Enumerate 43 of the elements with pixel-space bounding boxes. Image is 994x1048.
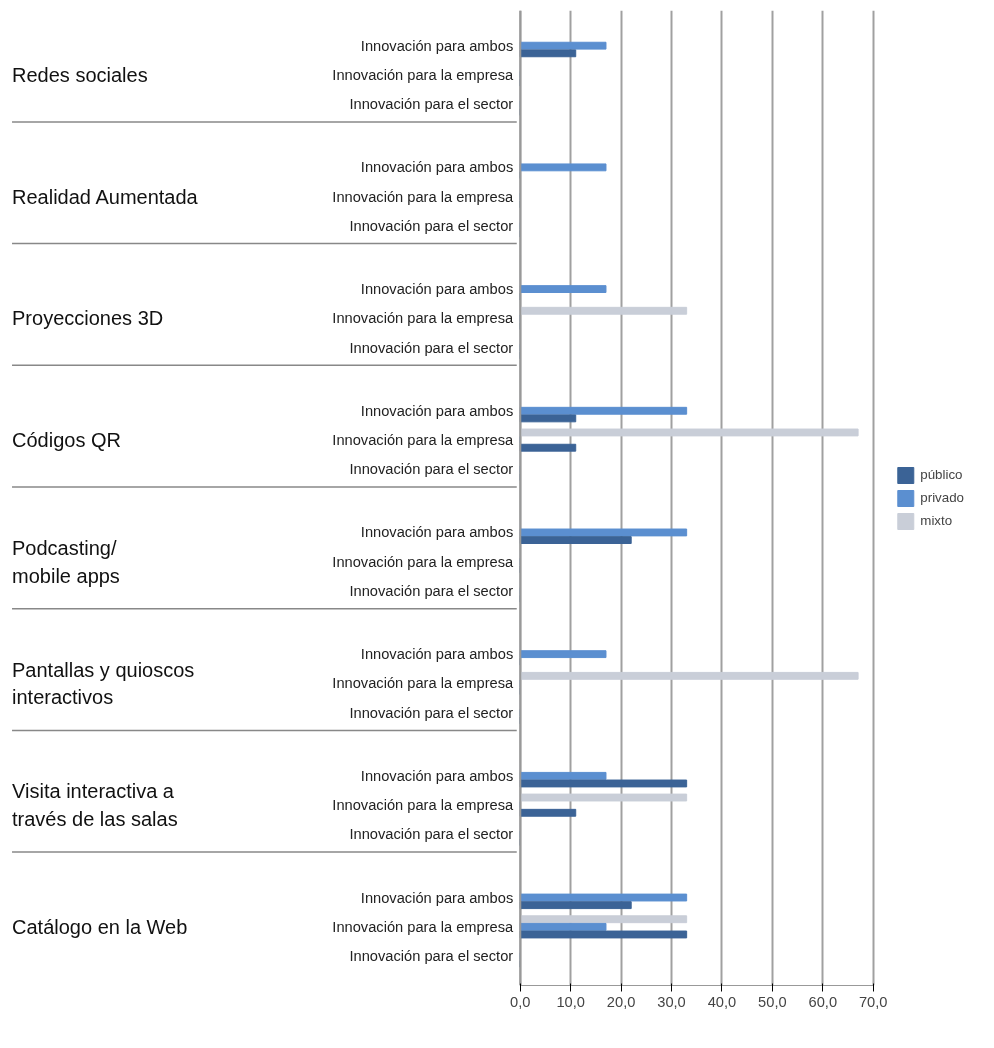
text: Podcasting/ mobile apps xyxy=(12,537,120,587)
y-tick-label: Innovación para el sector xyxy=(349,96,514,113)
text: Visita interactiva a través de las salas xyxy=(12,780,178,830)
x-tick-label: 50,0 xyxy=(758,993,787,1010)
x-tick-label: 0,0 xyxy=(510,993,531,1010)
legend-label: mixto xyxy=(920,513,953,528)
y-tick-label: Innovación para la empresa xyxy=(332,797,515,814)
y-tick-label: Innovación para ambos xyxy=(360,524,514,541)
legend-label: público xyxy=(920,467,963,482)
text: Proyecciones 3D xyxy=(12,307,164,330)
x-tick-label: 40,0 xyxy=(707,993,737,1010)
x-tick-label: 20,0 xyxy=(606,993,636,1010)
x-tick-label: 70,0 xyxy=(858,993,888,1010)
text: Pantallas y quioscos interactivos xyxy=(12,658,195,709)
y-tick-label: Innovación para la empresa xyxy=(332,67,515,84)
y-tick-label: Innovación para la empresa xyxy=(332,675,515,692)
x-tick-label: 60,0 xyxy=(808,993,838,1010)
y-tick-label: Innovación para el sector xyxy=(349,218,514,235)
y-tick-label: Innovación para el sector xyxy=(349,704,514,721)
x-tick-label: 10,0 xyxy=(556,993,585,1010)
y-tick-label: Innovación para ambos xyxy=(360,281,514,298)
y-tick-label: Innovación para ambos xyxy=(360,889,514,906)
y-tick-label: Innovación para la empresa xyxy=(332,432,515,449)
legend-label: privado xyxy=(920,490,964,505)
text: Redes sociales xyxy=(12,64,148,87)
y-tick-label: Innovación para la empresa xyxy=(332,553,515,570)
y-tick-label: Innovación para la empresa xyxy=(332,918,515,935)
text: Códigos QR xyxy=(12,429,121,452)
y-tick-label: Innovación para ambos xyxy=(360,767,514,784)
x-tick-label: 30,0 xyxy=(657,993,686,1010)
y-tick-label: Innovación para el sector xyxy=(349,583,514,600)
y-tick-label: Innovación para ambos xyxy=(360,159,514,176)
y-tick-label: Innovación para la empresa xyxy=(332,310,515,327)
text: Catálogo en la Web xyxy=(12,915,188,938)
y-tick-label: Innovación para el sector xyxy=(349,339,514,356)
y-tick-label: Innovación para el sector xyxy=(349,948,514,965)
y-tick-label: Innovación para ambos xyxy=(360,37,514,54)
y-tick-label: Innovación para el sector xyxy=(349,826,514,843)
y-tick-label: Innovación para el sector xyxy=(349,461,514,478)
y-tick-label: Innovación para ambos xyxy=(360,646,514,663)
y-tick-label: Innovación para la empresa xyxy=(332,188,515,205)
y-tick-label: Innovación para ambos xyxy=(360,402,514,419)
text: Realidad Aumentada xyxy=(12,185,199,208)
